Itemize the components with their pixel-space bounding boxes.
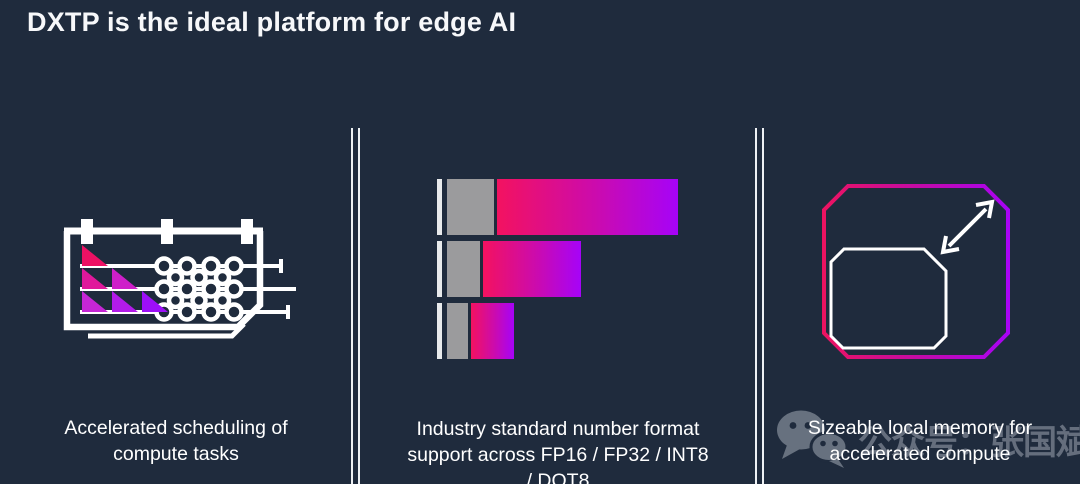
- watermark-text: 公众号：张国斌: [858, 423, 1080, 462]
- compute-scheduling-icon: [63, 219, 296, 339]
- bar-row: [437, 241, 687, 297]
- bar-gradient-segment: [483, 241, 581, 297]
- caption-line: Sizeable local memory for: [807, 417, 1033, 439]
- caption-line: Accelerated scheduling of: [64, 417, 288, 439]
- caption-scheduling: Accelerated scheduling of compute tasks: [14, 415, 338, 467]
- bar-gray-segment: [447, 179, 494, 235]
- bar-gray-segment: [447, 241, 480, 297]
- local-memory-icon: [822, 184, 1010, 359]
- wechat-icon: [777, 410, 849, 468]
- bar-tick: [437, 303, 442, 359]
- page-title: DXTP is the ideal platform for edge AI: [27, 7, 517, 37]
- calendar-pins: [81, 219, 253, 244]
- expand-arrow-icon: [940, 199, 995, 255]
- bar-row: [437, 303, 687, 359]
- caption-number-formats: Industry standard number format support …: [371, 416, 745, 484]
- number-format-bars-icon: [437, 179, 687, 360]
- bar-row: [437, 179, 687, 235]
- inner-octagon: [829, 247, 948, 350]
- bar-tick: [437, 241, 442, 297]
- bar-gradient-segment: [497, 179, 678, 235]
- triangle-stack: [82, 245, 168, 312]
- column-divider: [755, 128, 764, 484]
- outer-octagon: [822, 184, 1010, 359]
- caption-line: accelerated compute: [829, 443, 1011, 465]
- caption-line: Industry standard number format: [416, 418, 700, 440]
- caption-line: compute tasks: [113, 443, 239, 465]
- caption-local-memory: Sizeable local memory for accelerated co…: [770, 415, 1070, 467]
- caption-line: support across FP16 / FP32 / INT8: [407, 444, 709, 466]
- caption-line: / DOT8: [526, 470, 590, 484]
- bar-gray-segment: [447, 303, 468, 359]
- bar-tick: [437, 179, 442, 235]
- column-divider: [351, 128, 360, 484]
- watermark: 公众号：张国斌: [774, 408, 1080, 470]
- bar-gradient-segment: [471, 303, 514, 359]
